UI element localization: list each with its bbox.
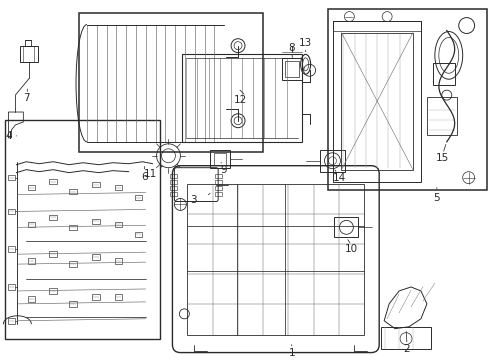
Bar <box>69 225 77 230</box>
Bar <box>49 179 57 184</box>
Bar <box>214 153 226 165</box>
Bar <box>135 195 143 200</box>
Bar <box>8 175 15 180</box>
Bar <box>319 150 345 172</box>
Text: 4: 4 <box>5 131 12 141</box>
Bar <box>115 185 122 190</box>
Bar <box>171 186 177 190</box>
Bar <box>334 21 421 31</box>
Bar <box>342 32 413 170</box>
Bar <box>115 258 122 264</box>
Text: 2: 2 <box>404 343 410 354</box>
Text: 5: 5 <box>434 193 440 203</box>
Bar <box>171 192 177 195</box>
Text: 14: 14 <box>333 173 346 183</box>
Bar <box>8 209 15 214</box>
Bar <box>215 180 222 184</box>
Bar <box>285 61 299 77</box>
Bar <box>115 222 122 227</box>
Bar <box>215 174 222 177</box>
Bar <box>215 186 222 190</box>
Text: 3: 3 <box>190 195 196 205</box>
Bar <box>335 217 358 237</box>
Text: 7: 7 <box>23 93 29 103</box>
Bar <box>27 222 35 227</box>
Text: 10: 10 <box>345 244 358 254</box>
Bar <box>92 255 99 260</box>
Bar <box>27 258 35 264</box>
Bar <box>27 185 35 190</box>
Bar <box>115 294 122 300</box>
Bar <box>8 284 15 290</box>
Bar <box>171 180 177 184</box>
Bar <box>21 46 38 62</box>
Bar <box>69 261 77 267</box>
Text: 15: 15 <box>436 153 449 163</box>
Text: 13: 13 <box>299 39 312 49</box>
Bar <box>27 296 35 302</box>
Bar <box>79 13 263 152</box>
Bar <box>49 215 57 220</box>
Bar <box>282 58 302 80</box>
Bar <box>92 182 99 187</box>
Bar <box>92 219 99 224</box>
Bar <box>135 231 143 237</box>
Text: 11: 11 <box>144 168 157 179</box>
Bar <box>69 189 77 194</box>
Bar <box>210 150 230 168</box>
Bar <box>49 288 57 294</box>
Bar <box>49 251 57 257</box>
Bar <box>182 54 302 142</box>
Bar <box>5 120 160 339</box>
Text: 8: 8 <box>289 44 295 53</box>
Bar <box>171 174 177 177</box>
Text: 9: 9 <box>221 165 227 175</box>
Bar <box>433 63 455 85</box>
Bar <box>381 327 431 348</box>
Text: 6: 6 <box>141 172 148 182</box>
Bar <box>8 318 15 324</box>
Text: 12: 12 <box>233 95 246 105</box>
Bar <box>427 97 457 135</box>
Bar <box>215 192 222 195</box>
Bar <box>69 301 77 307</box>
Bar <box>334 21 421 181</box>
Bar <box>92 294 99 300</box>
Bar <box>327 9 487 190</box>
Bar <box>187 184 364 335</box>
Text: 1: 1 <box>289 348 295 358</box>
Bar <box>8 247 15 252</box>
